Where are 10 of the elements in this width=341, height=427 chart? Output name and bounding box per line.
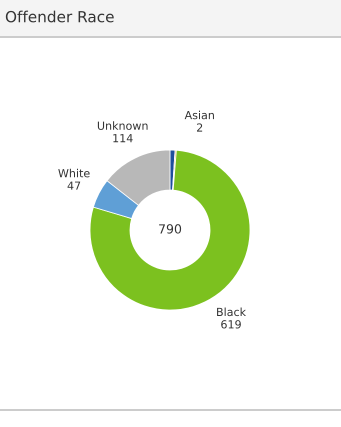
chart-title: Offender Race [6, 10, 114, 22]
text: 790 [159, 224, 182, 234]
data-label: 619 [221, 320, 241, 329]
data-label: 114 [113, 134, 133, 142]
data-label: 47 [68, 182, 80, 190]
slice-label: White [58, 168, 90, 178]
slice-label: Black [217, 308, 246, 316]
slice-label: Unknown [98, 121, 148, 130]
data-label: 2 [197, 123, 202, 132]
slice-label: Asian [184, 110, 214, 120]
